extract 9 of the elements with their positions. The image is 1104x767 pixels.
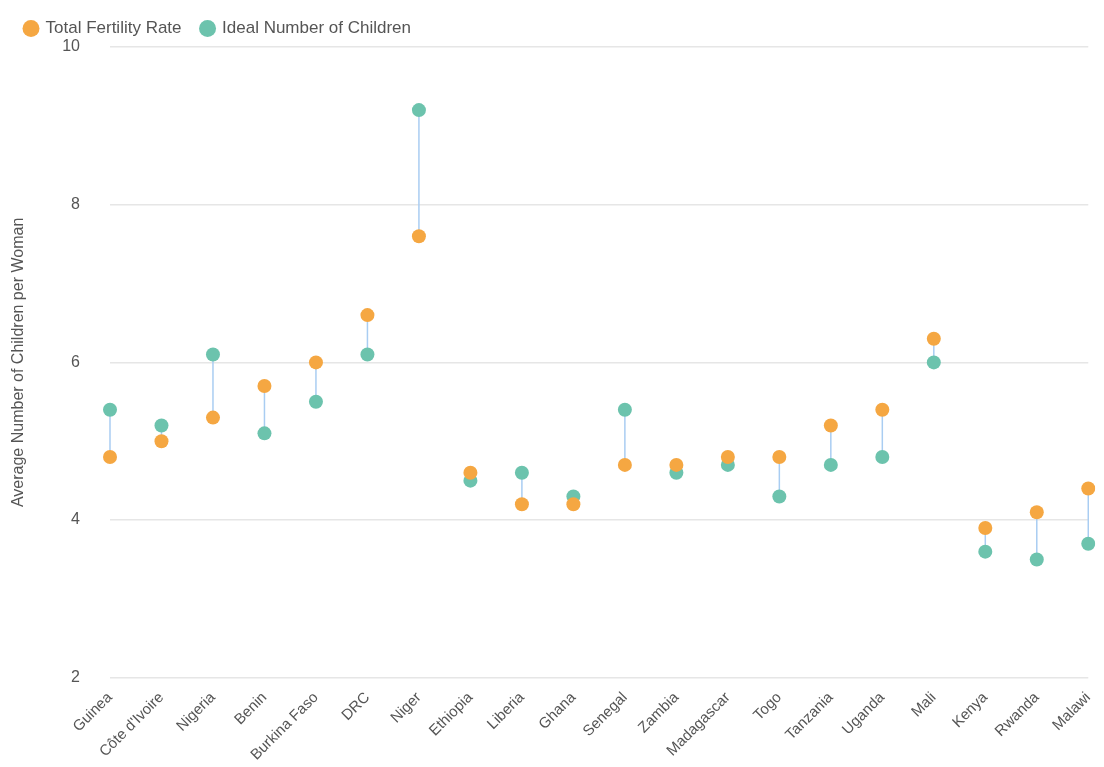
legend-label: Total Fertility Rate: [45, 18, 182, 38]
y-axis-title: Average Number of Children per Woman: [9, 217, 27, 508]
y-tick-label: 8: [71, 195, 81, 213]
x-tick-label: Togo: [749, 688, 785, 724]
y-tick-label: 6: [71, 352, 81, 370]
y-tick-label: 4: [71, 510, 81, 528]
legend-label: Ideal Number of Children: [222, 18, 412, 38]
y-tick-label: 2: [71, 668, 81, 686]
y-tick-label: 10: [62, 37, 81, 55]
